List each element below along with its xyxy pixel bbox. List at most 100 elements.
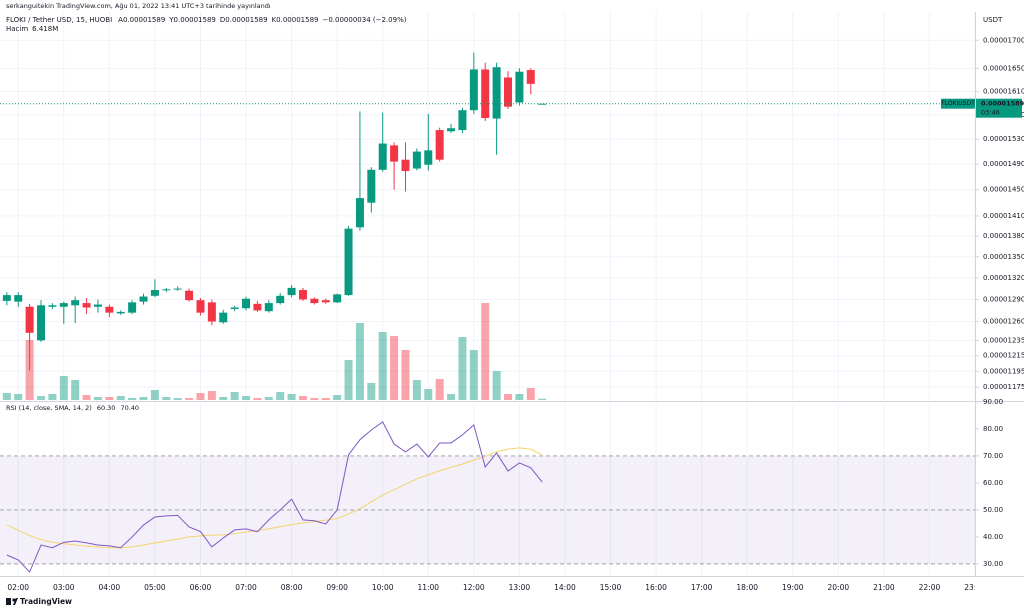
y-tick-label: 0.00001215 <box>983 352 1024 360</box>
y-tick-label: 50.00 <box>983 506 1003 514</box>
candle-body <box>469 69 478 111</box>
x-tick-label: 17:00 <box>691 583 713 592</box>
volume-bar <box>401 350 410 400</box>
x-tick-label: 18:00 <box>736 583 758 592</box>
candle-body <box>515 71 524 103</box>
candle-body <box>59 303 68 307</box>
candle-body <box>105 306 114 313</box>
y-tick-label: 0.00001260 <box>983 318 1024 326</box>
chart-title: FLOKI / Tether USD, 15, HUOBI <box>6 16 112 24</box>
y-tick-label: 0.00001290 <box>983 295 1024 303</box>
candle-body <box>424 150 433 165</box>
volume-bar <box>538 398 547 400</box>
candle-body <box>207 302 216 322</box>
x-tick-label: 21:00 <box>873 583 895 592</box>
volume-bar <box>333 395 342 400</box>
countdown: 03:46 <box>981 109 1000 117</box>
x-tick-label: 14:00 <box>554 583 576 592</box>
rsi-legend-value: 60.30 <box>97 404 116 412</box>
mark-layer <box>0 52 975 573</box>
volume-bar <box>162 397 171 400</box>
x-tick-label: 19:00 <box>782 583 804 592</box>
y-tick-label: 0.00001175 <box>983 383 1024 391</box>
volume-bar <box>447 394 456 400</box>
volume-bar <box>219 397 228 400</box>
candle-body <box>390 145 399 162</box>
volume-bar <box>298 396 307 400</box>
candle-body <box>185 290 194 301</box>
volume-bar <box>355 323 364 400</box>
volume-bar <box>481 303 490 400</box>
y-tick-label: 0.00001195 <box>983 367 1024 375</box>
volume-bar <box>139 397 148 400</box>
volume-bar <box>37 396 46 400</box>
volume-bar <box>207 391 216 400</box>
x-tick-label: 22:00 <box>919 583 941 592</box>
candle-body <box>264 303 273 312</box>
last-price-symbol: FLOKIUSDT <box>941 100 975 107</box>
candle-body <box>401 159 410 172</box>
volume-bar <box>93 397 102 400</box>
grid-layer <box>0 12 976 575</box>
x-tick-label: 12:00 <box>463 583 485 592</box>
volume-bar <box>492 371 501 400</box>
volume-bar <box>367 383 376 400</box>
candle-body <box>526 70 535 84</box>
y-tick-label: 30.00 <box>983 560 1003 568</box>
candle-body <box>162 289 171 291</box>
candle-body <box>82 303 91 308</box>
volume-label: Hacim <box>6 25 28 33</box>
ohlc-legend: K0.00001589 <box>272 16 319 24</box>
volume-bar <box>185 398 194 400</box>
y-tick-label: 0.00001530 <box>983 135 1024 143</box>
watermark: TradingView <box>20 597 72 606</box>
candle-body <box>344 228 353 296</box>
volume-bar <box>48 394 57 400</box>
candle-body <box>253 303 262 311</box>
volume-bar <box>173 398 182 400</box>
x-tick-label: 03:00 <box>53 583 75 592</box>
candle-body <box>128 302 137 313</box>
y-tick-label: 0.00001700 <box>983 36 1024 44</box>
y-tick-label: 0.00001235 <box>983 336 1024 344</box>
volume-bar <box>378 332 387 400</box>
candle-body <box>173 288 182 290</box>
y-tick-label: 0.00001650 <box>983 64 1024 72</box>
rsi-line <box>6 447 543 549</box>
x-tick-label: 02:00 <box>7 583 29 592</box>
volume-bar <box>116 396 125 400</box>
logo-part <box>13 598 18 605</box>
volume-bar <box>128 398 137 400</box>
candle-body <box>492 67 501 119</box>
candle-body <box>355 198 364 228</box>
y-tick-label: 90.00 <box>983 398 1003 406</box>
candle-body <box>298 290 307 300</box>
x-tick-label: 07:00 <box>235 583 257 592</box>
candle-body <box>242 298 251 309</box>
y-tick-label: 0.00001320 <box>983 274 1024 282</box>
y-tick-label: 70.00 <box>983 452 1003 460</box>
x-tick-label: 20:00 <box>828 583 850 592</box>
candle-body <box>196 300 205 313</box>
candle-body <box>538 103 547 105</box>
volume-bar <box>264 397 273 400</box>
volume-bar <box>14 394 23 400</box>
x-tick-label: 13:00 <box>509 583 531 592</box>
x-tick-label: 16:00 <box>645 583 667 592</box>
x-tick-label: 05:00 <box>144 583 166 592</box>
volume-bar <box>105 397 114 400</box>
y-tick-label: 0.00001410 <box>983 212 1024 220</box>
axis-layer: 0.000017000.000016500.000016100.00001570… <box>941 16 1024 568</box>
candle-body <box>321 300 330 303</box>
currency: USDT <box>983 16 1003 24</box>
candle-body <box>71 300 80 306</box>
candle-body <box>139 296 148 302</box>
volume-bar <box>458 337 467 400</box>
watermark-logo <box>6 598 18 605</box>
x-tick-label: 08:00 <box>281 583 303 592</box>
candle-body <box>287 287 296 296</box>
volume-bar <box>276 392 285 400</box>
ohlc-legend: D0.00001589 <box>220 16 268 24</box>
